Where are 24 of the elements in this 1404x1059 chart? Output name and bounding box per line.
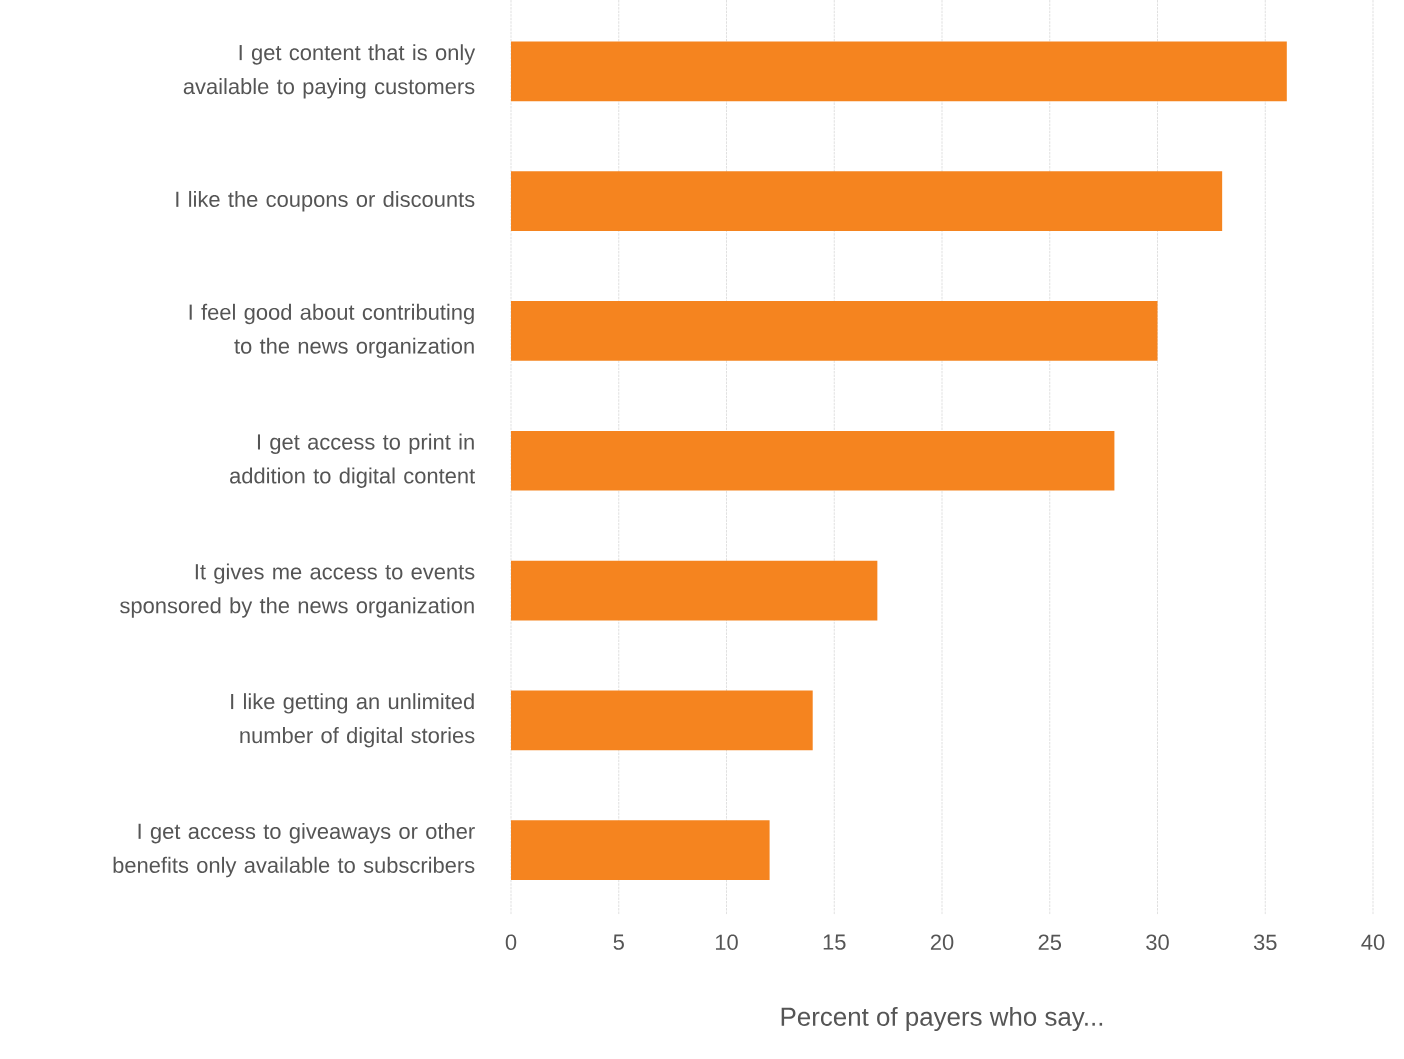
x-tick-label: 20 (930, 934, 954, 951)
bar (511, 41, 1287, 102)
x-tick-label: 15 (823, 934, 846, 950)
x-tick-label: 5 (613, 934, 624, 950)
bar (511, 560, 878, 621)
x-tick-label: 35 (1253, 934, 1277, 951)
x-tick-label: 25 (1038, 934, 1062, 951)
bar (511, 820, 770, 880)
y-tick-label: I get access to giveaways or other benefits only available to subscribers (113, 822, 475, 878)
bar (511, 301, 1158, 361)
x-tick-label: 0 (505, 934, 517, 951)
y-tick-label: I get content that is only available to paying customers (183, 44, 476, 99)
y-tick-label: I like getting an unlimited number of digital stories (231, 693, 475, 748)
x-tick-label: 40 (1361, 934, 1385, 951)
bar (511, 430, 1115, 491)
y-tick-label: I like the coupons or discounts (176, 190, 475, 212)
x-axis-title: Percent of payers who say... (781, 1006, 1103, 1032)
x-tick-label: 30 (1146, 934, 1169, 951)
y-tick-label: It gives me access to events sponsored by the news organization (120, 563, 475, 618)
y-tick-label: I feel good about contributing to the news organization (189, 303, 474, 359)
bar (511, 690, 813, 751)
y-tick-label: I get access to print in addition to digital content (230, 433, 475, 488)
x-tick-label: 10 (715, 934, 738, 951)
bar (511, 171, 1223, 232)
